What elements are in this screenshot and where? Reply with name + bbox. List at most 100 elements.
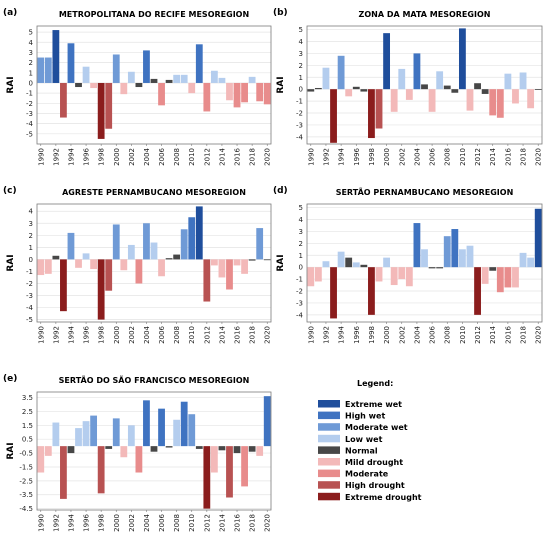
bar-2013 xyxy=(210,259,218,266)
bar-1995 xyxy=(75,82,82,88)
x-tick-label: 2004 xyxy=(143,325,151,343)
bar-1999 xyxy=(375,89,383,129)
y-tick-label: -2.5 xyxy=(19,477,33,485)
legend-swatch xyxy=(318,458,340,466)
bar-2015 xyxy=(226,259,233,290)
x-tick-label: 2010 xyxy=(188,514,196,532)
y-tick-label: -2 xyxy=(26,280,33,288)
bar-2001 xyxy=(390,267,398,286)
x-tick-label: 1994 xyxy=(338,147,346,165)
bar-1998 xyxy=(368,267,375,315)
bar-2011 xyxy=(195,44,203,83)
bar-1995 xyxy=(75,428,82,447)
x-tick-label: 1998 xyxy=(98,148,106,166)
legend-label: Extreme drought xyxy=(345,493,422,502)
x-tick-label: 2000 xyxy=(113,326,121,344)
x-tick-label: 1998 xyxy=(98,514,106,532)
y-tick-label: 2 xyxy=(29,59,33,67)
legend-label: High wet xyxy=(345,412,385,421)
x-tick-label: 1992 xyxy=(322,326,330,344)
bar-2013 xyxy=(481,267,489,284)
y-axis-label: RAI xyxy=(6,442,16,459)
bar-2019 xyxy=(527,89,535,109)
bar-2015 xyxy=(226,446,233,498)
bar-1991 xyxy=(44,259,52,274)
bar-2009 xyxy=(451,229,459,268)
x-tick-label: 2008 xyxy=(173,514,181,532)
bar-1997 xyxy=(90,415,98,447)
x-tick-label: 2012 xyxy=(203,148,211,166)
y-tick-label: 1 xyxy=(299,74,303,82)
y-tick-label: -5 xyxy=(26,316,33,324)
bar-2010 xyxy=(458,249,466,268)
y-tick-label: 1 xyxy=(29,244,33,252)
y-tick-label: -4 xyxy=(26,120,34,128)
x-tick-label: 2002 xyxy=(398,148,406,166)
y-tick-label: -2 xyxy=(296,288,303,296)
bar-2004 xyxy=(413,53,421,90)
y-tick-label: 0.5 xyxy=(22,436,33,444)
x-tick-label: 2020 xyxy=(264,514,272,532)
bar-2004 xyxy=(143,223,150,260)
bar-2012 xyxy=(474,83,481,90)
bar-1997 xyxy=(90,259,98,270)
bar-2016 xyxy=(233,446,241,454)
bar-1995 xyxy=(345,89,353,97)
x-tick-label: 2006 xyxy=(429,147,437,165)
x-tick-label: 1992 xyxy=(322,148,330,166)
bar-2002 xyxy=(398,68,406,90)
bar-2006 xyxy=(158,82,165,106)
bar-1991 xyxy=(44,446,52,456)
y-tick-label: 1 xyxy=(29,69,33,77)
bar-2008 xyxy=(443,236,451,268)
chart-panel-2: (b) ZONA DA MATA MESOREGION 5 4 3 2 1 0 -1 -2 -3 -4… xyxy=(273,8,543,166)
x-tick-label: 1992 xyxy=(52,148,60,166)
bar-2017 xyxy=(241,446,248,487)
x-tick-label: 2010 xyxy=(459,148,467,166)
y-tick-label: -4.5 xyxy=(19,505,33,513)
y-axis-label: RAI xyxy=(6,254,16,271)
bar-2018 xyxy=(248,446,256,452)
x-tick-label: 2002 xyxy=(128,514,136,532)
bar-1994 xyxy=(67,446,75,454)
x-tick-label: 2002 xyxy=(128,148,136,166)
bar-2007 xyxy=(436,71,444,90)
x-tick-label: 2000 xyxy=(383,148,391,166)
x-tick-label: 2018 xyxy=(520,148,528,166)
x-tick-label: 2012 xyxy=(203,514,211,532)
bar-2000 xyxy=(383,33,391,90)
x-tick-label: 2014 xyxy=(218,325,226,343)
bar-1992 xyxy=(52,255,60,260)
bar-2002 xyxy=(398,267,406,280)
y-tick-label: -1 xyxy=(26,90,33,98)
bar-2020 xyxy=(263,82,271,105)
x-tick-label: 1996 xyxy=(353,325,361,343)
bar-1996 xyxy=(352,86,360,90)
bar-2002 xyxy=(127,71,135,83)
y-tick-label: -3 xyxy=(296,299,303,307)
legend-swatch xyxy=(318,434,340,443)
x-tick-label: 1996 xyxy=(83,147,91,165)
y-tick-label: 0 xyxy=(299,86,303,94)
y-tick-label: -3.5 xyxy=(19,491,33,499)
bar-2005 xyxy=(150,242,158,260)
bar-1992 xyxy=(322,67,330,90)
bar-2006 xyxy=(428,267,436,269)
x-tick-label: 1998 xyxy=(368,326,376,344)
bar-2007 xyxy=(165,79,173,83)
y-tick-label: 2 xyxy=(299,62,303,70)
bar-1993 xyxy=(60,259,67,312)
y-tick-label: 1.5 xyxy=(22,422,33,430)
chart-title: SERTÃO PERNAMBUCANO MESOREGION xyxy=(336,187,514,197)
bar-2001 xyxy=(120,82,128,95)
bar-1993 xyxy=(330,267,337,319)
bar-2009 xyxy=(180,401,188,447)
bar-1990 xyxy=(37,259,45,276)
bar-2003 xyxy=(135,82,143,88)
bar-2005 xyxy=(421,84,428,90)
x-tick-label: 2010 xyxy=(188,148,196,166)
bar-1990 xyxy=(307,267,315,287)
y-tick-label: 3 xyxy=(29,220,33,228)
bar-2012 xyxy=(203,446,211,509)
